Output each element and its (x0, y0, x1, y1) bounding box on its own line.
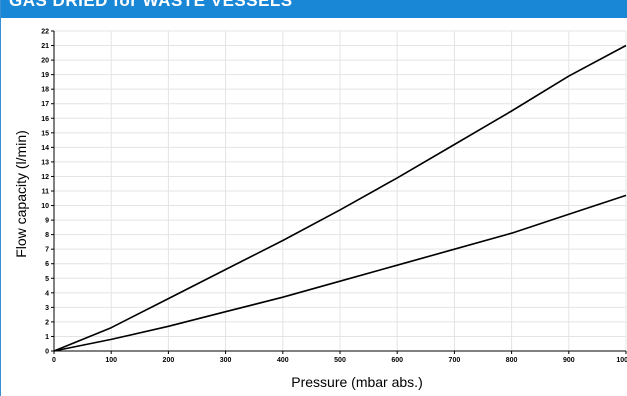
x-tick-label: 900 (563, 357, 575, 364)
y-tick-label: 19 (41, 72, 49, 79)
y-tick-label: 22 (41, 29, 49, 36)
y-tick-label: 21 (41, 43, 49, 50)
y-tick-label: 6 (45, 261, 49, 268)
y-tick-label: 14 (41, 145, 49, 152)
y-tick-label: 11 (42, 189, 50, 196)
y-tick-label: 5 (45, 276, 49, 283)
y-tick-label: 17 (41, 101, 49, 108)
y-tick-label: 1 (45, 334, 49, 341)
y-tick-label: 20 (41, 58, 49, 65)
y-tick-label: 8 (45, 232, 49, 239)
chart-series (53, 44, 627, 352)
x-tick-label: 700 (449, 357, 461, 364)
x-tick-label: 800 (506, 357, 518, 364)
series-line-2 (53, 194, 627, 352)
y-tick-label: 16 (41, 116, 49, 123)
y-tick-label: 3 (45, 305, 49, 312)
y-tick-label: 10 (41, 203, 49, 210)
x-tick-label: 100 (105, 357, 117, 364)
y-tick-label: 12 (41, 174, 49, 181)
x-tick-label: 300 (220, 357, 232, 364)
y-tick-label: 9 (45, 218, 49, 225)
y-tick-label: 2 (45, 319, 49, 326)
y-tick-label: 13 (41, 159, 49, 166)
chart-gridlines (54, 30, 627, 351)
header-title: GAS DRIED for WASTE VESSELS (9, 0, 293, 10)
x-axis-label: Pressure (mbar abs.) (291, 374, 422, 390)
x-axis-ticks: 0 100 200 300 400 500 600 700 800 900 100 (52, 351, 627, 364)
y-tick-label: 7 (45, 247, 49, 254)
y-tick-label: 18 (41, 87, 49, 94)
y-tick-label: 4 (45, 290, 49, 297)
x-tick-label: 400 (277, 357, 289, 364)
series-line-1 (53, 44, 627, 352)
y-tick-label: 0 (45, 349, 49, 356)
header-bar: GAS DRIED for WASTE VESSELS (1, 0, 627, 18)
x-tick-label: 200 (163, 357, 175, 364)
x-tick-label: 500 (334, 357, 346, 364)
y-tick-label: 15 (41, 130, 49, 137)
y-axis-label: Flow capacity (l/min) (13, 130, 29, 258)
x-tick-label: 0 (52, 357, 56, 364)
x-tick-label: 100 (616, 357, 627, 364)
x-tick-label: 600 (391, 357, 403, 364)
